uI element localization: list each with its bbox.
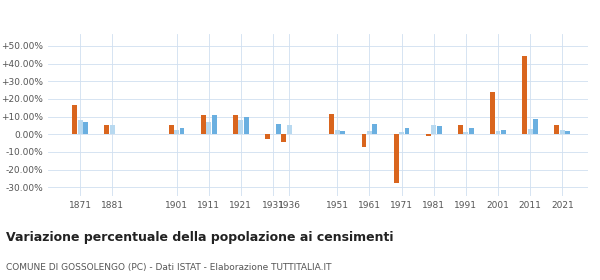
Text: COMUNE DI GOSSOLENGO (PC) - Dati ISTAT - Elaborazione TUTTITALIA.IT: COMUNE DI GOSSOLENGO (PC) - Dati ISTAT -… <box>6 263 331 272</box>
Bar <box>367 131 372 134</box>
Bar <box>212 115 217 134</box>
Bar <box>83 122 88 134</box>
Bar <box>501 130 506 134</box>
Bar <box>522 56 527 134</box>
Bar <box>527 129 533 134</box>
Bar <box>469 128 474 134</box>
Bar <box>437 126 442 134</box>
Bar <box>179 128 184 134</box>
Bar <box>373 124 377 134</box>
Bar <box>244 117 249 134</box>
Bar <box>281 134 286 142</box>
Bar <box>287 125 292 134</box>
Bar <box>458 125 463 134</box>
Bar <box>201 115 206 134</box>
Bar <box>265 134 270 139</box>
Bar <box>463 132 469 134</box>
Bar <box>362 134 367 146</box>
Bar <box>233 115 238 134</box>
Bar <box>104 125 109 134</box>
Bar <box>276 124 281 134</box>
Bar <box>394 134 398 183</box>
Bar <box>72 105 77 134</box>
Text: Variazione percentuale della popolazione ai censimenti: Variazione percentuale della popolazione… <box>6 231 394 244</box>
Bar <box>404 128 409 134</box>
Bar <box>329 114 334 134</box>
Bar <box>77 120 83 134</box>
Bar <box>426 134 431 136</box>
Bar <box>174 130 179 134</box>
Bar <box>554 125 559 134</box>
Bar <box>565 131 570 134</box>
Bar <box>206 122 211 134</box>
Bar <box>110 125 115 134</box>
Bar <box>490 92 495 134</box>
Bar <box>335 130 340 134</box>
Bar <box>238 120 244 134</box>
Bar <box>340 131 345 134</box>
Bar <box>431 125 436 134</box>
Bar <box>169 125 173 134</box>
Bar <box>560 130 565 134</box>
Bar <box>533 119 538 134</box>
Bar <box>399 132 404 134</box>
Bar <box>496 131 500 134</box>
